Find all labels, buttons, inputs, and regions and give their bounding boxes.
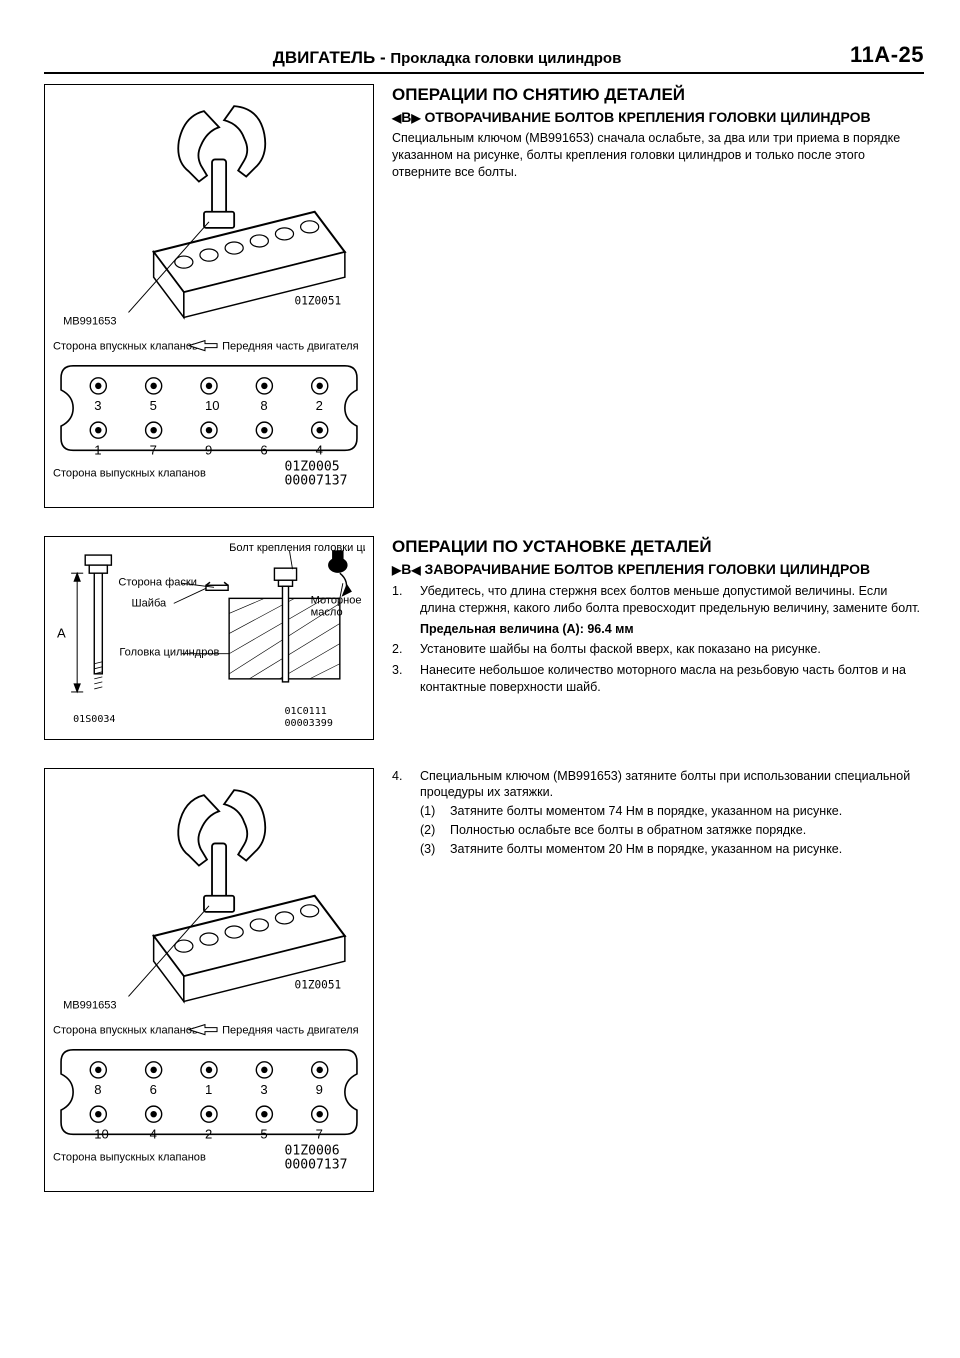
figure-bolt-box: A	[44, 536, 374, 739]
exhaust-label: Сторона выпускных клапанов	[53, 467, 206, 479]
figure-column-2: A	[44, 536, 374, 745]
step-1: 1. Убедитесь, что длина стержня всех бол…	[392, 583, 924, 638]
figure-removal-svg: MB991653 01Z0051 Сторона впускных клапан…	[53, 91, 365, 504]
svg-text:6: 6	[150, 1082, 157, 1097]
fig-loosen-code2: 00007137	[284, 473, 347, 488]
substep-3: (3)Затяните болты моментом 20 Нм в поряд…	[420, 841, 924, 858]
section2-subtitle-text: ЗАВОРАЧИВАНИЕ БОЛТОВ КРЕПЛЕНИЯ ГОЛОВКИ Ц…	[424, 561, 870, 577]
exhaust-label-2: Сторона выпускных клапанов	[53, 1151, 206, 1163]
page-header: ДВИГАТЕЛЬ - Прокладка головки цилиндров …	[44, 40, 924, 74]
step-2-text: Установите шайбы на болты фаской вверх, …	[420, 641, 924, 658]
install-steps-a: 1. Убедитесь, что длина стержня всех бол…	[392, 583, 924, 696]
header-main: ДВИГАТЕЛЬ	[273, 48, 375, 67]
triangle-right-icon	[392, 561, 401, 577]
header-separator: -	[380, 48, 386, 67]
svg-text:3: 3	[94, 398, 101, 413]
svg-text:5: 5	[150, 398, 157, 413]
svg-text:4: 4	[316, 442, 323, 457]
step-1-text: Убедитесь, что длина стержня всех болтов…	[420, 584, 920, 615]
svg-text:6: 6	[260, 442, 267, 457]
fig-bolt-code2: 01C0111	[284, 706, 326, 717]
triangle-right-icon	[411, 109, 420, 125]
svg-text:2: 2	[316, 398, 323, 413]
svg-text:7: 7	[316, 1126, 323, 1141]
figure-tighten-svg: MB991653 01Z0051 Сторона впускных клапан…	[53, 775, 365, 1188]
substep-3-text: Затяните болты моментом 20 Нм в порядке,…	[450, 841, 842, 858]
fig-bolt-code1: 01S0034	[73, 714, 115, 725]
substep-1: (1)Затяните болты моментом 74 Нм в поряд…	[420, 803, 924, 820]
svg-text:9: 9	[205, 442, 212, 457]
tool-label-2: MB991653	[63, 999, 117, 1011]
step-4: 4. Специальным ключом (MB991653) затянит…	[392, 768, 924, 860]
label-head: Головка цилиндров	[119, 647, 219, 659]
section1-subtitle: B ОТВОРАЧИВАНИЕ БОЛТОВ КРЕПЛЕНИЯ ГОЛОВКИ…	[392, 109, 924, 127]
limit-value: Предельная величина (A): 96.4 мм	[420, 621, 924, 638]
row-removal: MB991653 01Z0051 Сторона впускных клапан…	[44, 84, 924, 515]
intake-label: Сторона впускных клапанов	[53, 340, 198, 352]
tool-label: MB991653	[63, 315, 117, 327]
svg-text:9: 9	[316, 1082, 323, 1097]
label-washer: Шайба	[132, 598, 168, 610]
page-number: 11A-25	[850, 40, 924, 70]
fig-tighten-code2: 00007137	[284, 1157, 347, 1172]
fig-tighten-code1: 01Z0006	[284, 1143, 339, 1158]
figure-column-3: MB991653 01Z0051 Сторона впускных клапан…	[44, 768, 374, 1199]
svg-text:2: 2	[205, 1126, 212, 1141]
fig-iso-code: 01Z0051	[295, 294, 342, 307]
svg-text:10: 10	[94, 1126, 109, 1141]
label-oil-1: Моторное	[311, 595, 362, 607]
section1-body: Специальным ключом (MB991653) сначала ос…	[392, 130, 924, 181]
row-install-tighten: MB991653 01Z0051 Сторона впускных клапан…	[44, 768, 924, 1199]
label-oil-2: масло	[311, 607, 343, 619]
intake-label-2: Сторона впускных клапанов	[53, 1024, 198, 1036]
label-bolt: Болт крепления головки цилиндров	[229, 543, 365, 554]
figure-bolt-svg: A	[53, 543, 365, 734]
text-install-a: ОПЕРАЦИИ ПО УСТАНОВКЕ ДЕТАЛЕЙ B ЗАВОРАЧИ…	[392, 536, 924, 745]
triangle-left-icon	[392, 109, 401, 125]
svg-text:8: 8	[260, 398, 267, 413]
svg-text:1: 1	[205, 1082, 212, 1097]
header-subtitle: Прокладка головки цилиндров	[390, 50, 621, 67]
substep-1-text: Затяните болты моментом 74 Нм в порядке,…	[450, 803, 842, 820]
step-4-substeps: (1)Затяните болты моментом 74 Нм в поряд…	[420, 803, 924, 858]
fig-loosen-code1: 01Z0005	[284, 459, 339, 474]
figure-removal-box: MB991653 01Z0051 Сторона впускных клапан…	[44, 84, 374, 509]
install-step-4: 4. Специальным ключом (MB991653) затянит…	[392, 768, 924, 860]
step-3-text: Нанесите небольшое количество моторного …	[420, 662, 924, 696]
label-chamfer: Сторона фаски	[118, 577, 197, 589]
svg-text:8: 8	[94, 1082, 101, 1097]
section2-subtitle: B ЗАВОРАЧИВАНИЕ БОЛТОВ КРЕПЛЕНИЯ ГОЛОВКИ…	[392, 561, 924, 579]
svg-text:4: 4	[150, 1126, 157, 1141]
step-4-lead: Специальным ключом (MB991653) затяните б…	[420, 769, 910, 800]
figure-column-1: MB991653 01Z0051 Сторона впускных клапан…	[44, 84, 374, 515]
fig-iso-code-2: 01Z0051	[295, 978, 342, 991]
step-2: 2.Установите шайбы на болты фаской вверх…	[392, 641, 924, 658]
front-label: Передняя часть двигателя	[222, 340, 359, 352]
section1-title: ОПЕРАЦИИ ПО СНЯТИЮ ДЕТАЛЕЙ	[392, 84, 924, 107]
svg-text:7: 7	[150, 442, 157, 457]
svg-text:3: 3	[260, 1082, 267, 1097]
svg-text:5: 5	[260, 1126, 267, 1141]
svg-text:10: 10	[205, 398, 220, 413]
header-title-block: ДВИГАТЕЛЬ - Прокладка головки цилиндров	[44, 47, 850, 70]
section1-subtitle-text: ОТВОРАЧИВАНИЕ БОЛТОВ КРЕПЛЕНИЯ ГОЛОВКИ Ц…	[424, 109, 870, 125]
substep-2-text: Полностью ослабьте все болты в обратном …	[450, 822, 806, 839]
step-3: 3.Нанесите небольшое количество моторног…	[392, 662, 924, 696]
text-install-b: 4. Специальным ключом (MB991653) затянит…	[392, 768, 924, 1199]
figure-tighten-box: MB991653 01Z0051 Сторона впускных клапан…	[44, 768, 374, 1193]
fig-bolt-code3: 00003399	[284, 718, 332, 729]
dim-letter: A	[57, 626, 66, 641]
text-removal: ОПЕРАЦИИ ПО СНЯТИЮ ДЕТАЛЕЙ B ОТВОРАЧИВАН…	[392, 84, 924, 515]
svg-text:1: 1	[94, 442, 101, 457]
section2-title: ОПЕРАЦИИ ПО УСТАНОВКЕ ДЕТАЛЕЙ	[392, 536, 924, 559]
front-label-2: Передняя часть двигателя	[222, 1024, 359, 1036]
row-install-head: A	[44, 536, 924, 745]
substep-2: (2)Полностью ослабьте все болты в обратн…	[420, 822, 924, 839]
triangle-left-icon	[411, 561, 420, 577]
